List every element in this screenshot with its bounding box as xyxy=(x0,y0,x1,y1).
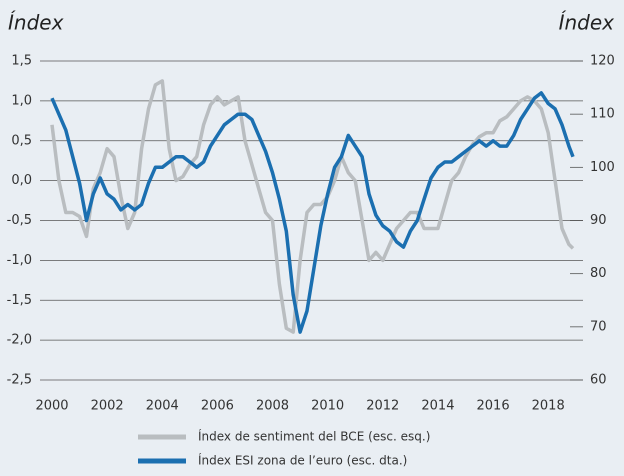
y2-tick-label: 70 xyxy=(590,319,607,334)
legend-label: Índex de sentiment del BCE (esc. esq.) xyxy=(198,429,430,444)
y-tick-label: -1,5 xyxy=(7,293,32,308)
x-tick-label: 2010 xyxy=(311,399,344,414)
y-tick-label: -2,5 xyxy=(7,373,32,388)
x-tick-label: 2006 xyxy=(201,399,234,414)
series-line xyxy=(50,91,575,334)
y-tick-label: 0,0 xyxy=(11,173,32,188)
x-tick-label: 2008 xyxy=(256,399,289,414)
x-tick-label: 2018 xyxy=(532,399,565,414)
x-tick-label: 2016 xyxy=(477,399,510,414)
y-tick-label: -2,0 xyxy=(7,333,32,348)
legend-label: Índex ESI zona de l’euro (esc. dta.) xyxy=(198,453,407,468)
y-tick-label: -0,5 xyxy=(7,213,32,228)
y2-tick-label: 80 xyxy=(590,266,607,281)
x-tick-label: 2004 xyxy=(146,399,179,414)
y2-tick-label: 120 xyxy=(590,54,615,69)
y2-tick-label: 90 xyxy=(590,213,607,228)
y-tick-label: 0,5 xyxy=(11,133,32,148)
x-tick-label: 2002 xyxy=(91,399,124,414)
y2-tick-label: 100 xyxy=(590,160,615,175)
y2-tick-label: 110 xyxy=(590,107,615,122)
x-tick-label: 2012 xyxy=(366,399,399,414)
y2-tick-label: 60 xyxy=(590,373,607,388)
x-tick-label: 2000 xyxy=(35,399,68,414)
y-tick-label: -1,0 xyxy=(7,253,32,268)
series-line xyxy=(50,79,575,334)
y-tick-label: 1,5 xyxy=(11,54,32,69)
y2-axis-title: Índex xyxy=(559,11,615,35)
y-tick-label: 1,0 xyxy=(11,93,32,108)
y-axis-title: Índex xyxy=(8,11,64,35)
x-tick-label: 2014 xyxy=(421,399,454,414)
